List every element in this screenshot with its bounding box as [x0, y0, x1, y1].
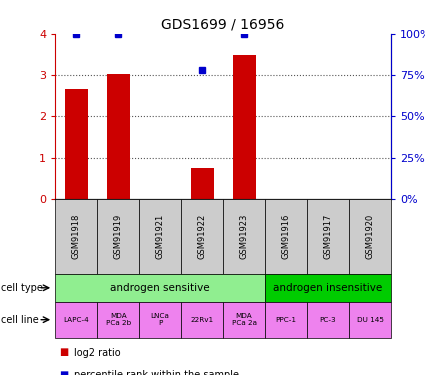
Text: MDA
PCa 2b: MDA PCa 2b — [105, 314, 131, 326]
Text: GSM91919: GSM91919 — [114, 214, 123, 259]
Text: cell type: cell type — [1, 283, 43, 293]
Text: cell line: cell line — [1, 315, 39, 325]
Text: GSM91923: GSM91923 — [240, 214, 249, 259]
Bar — [190, 168, 214, 199]
Text: androgen insensitive: androgen insensitive — [273, 283, 383, 293]
Bar — [107, 74, 130, 199]
Text: GSM91916: GSM91916 — [282, 214, 291, 259]
Text: ■: ■ — [60, 370, 69, 375]
Text: PPC-1: PPC-1 — [275, 316, 297, 322]
Text: GSM91917: GSM91917 — [323, 214, 332, 259]
Bar — [65, 90, 88, 199]
Bar — [232, 55, 256, 199]
Text: GSM91920: GSM91920 — [366, 214, 374, 259]
Text: PC-3: PC-3 — [320, 316, 336, 322]
Text: GSM91918: GSM91918 — [72, 214, 81, 259]
Text: 22Rv1: 22Rv1 — [190, 316, 214, 322]
Text: DU 145: DU 145 — [357, 316, 383, 322]
Text: GSM91921: GSM91921 — [156, 214, 164, 259]
Text: LAPC-4: LAPC-4 — [63, 316, 89, 322]
Text: percentile rank within the sample: percentile rank within the sample — [74, 370, 239, 375]
Title: GDS1699 / 16956: GDS1699 / 16956 — [162, 17, 285, 31]
Text: LNCa
P: LNCa P — [151, 314, 170, 326]
Text: androgen sensitive: androgen sensitive — [110, 283, 210, 293]
Text: log2 ratio: log2 ratio — [74, 348, 121, 357]
Text: MDA
PCa 2a: MDA PCa 2a — [232, 314, 257, 326]
Text: GSM91922: GSM91922 — [198, 214, 207, 259]
Text: ■: ■ — [60, 348, 69, 357]
